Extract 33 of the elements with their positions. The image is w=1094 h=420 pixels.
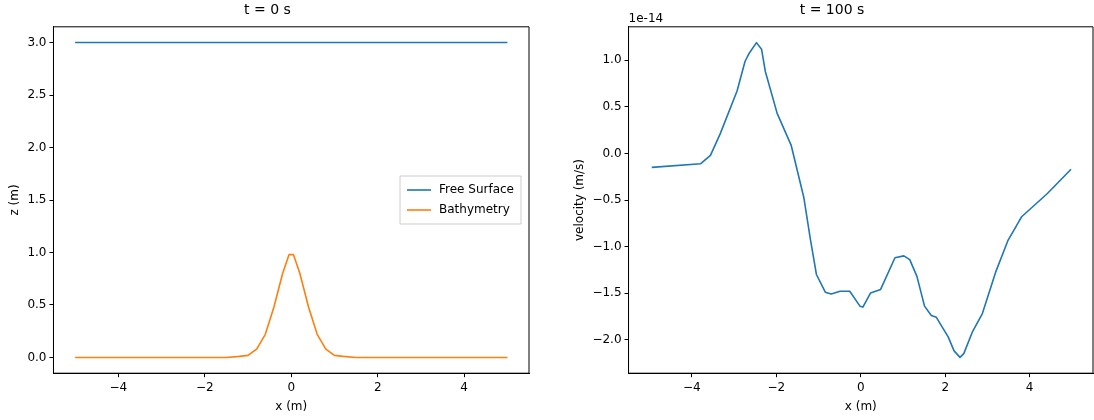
x-axis-title: x (m) <box>844 398 877 413</box>
text: 1e-14 <box>628 10 664 25</box>
y-tick-label: 2.5 <box>27 87 47 102</box>
y-tick-label: 0.0 <box>602 145 622 160</box>
x-tick-label: −2 <box>767 379 786 394</box>
y-tick-label: 0.5 <box>602 99 622 114</box>
x-tick-label: 0 <box>856 379 865 394</box>
y-tick-label: 1.0 <box>602 52 622 67</box>
y-axis-title: velocity (m/s) <box>572 158 587 242</box>
x-axis-title: x (m) <box>275 398 308 413</box>
x-tick-label: 2 <box>941 379 950 394</box>
x-tick-label: 0 <box>287 379 296 394</box>
y-tick-label: −1.0 <box>592 238 622 253</box>
y-tick-label: 3.0 <box>27 34 47 49</box>
y-tick-label: 1.5 <box>27 192 47 207</box>
x-tick-label: −4 <box>109 379 128 394</box>
legend-label: Bathymetry <box>439 202 510 217</box>
y-tick-label: 2.0 <box>27 139 47 154</box>
y-tick-label: 1.0 <box>27 244 47 259</box>
x-tick-label: 4 <box>1025 379 1034 394</box>
x-tick-label: −2 <box>195 379 214 394</box>
x-tick-label: 4 <box>460 379 468 394</box>
chart-title: t = 0 s <box>244 1 291 18</box>
y-axis-title: z (m) <box>7 184 22 216</box>
x-tick-label: −4 <box>683 379 701 394</box>
y-tick-label: 0.0 <box>27 349 47 364</box>
legend-label: Free Surface <box>439 182 515 197</box>
y-tick-label: −2.0 <box>592 331 622 346</box>
x-tick-label: 2 <box>373 379 382 394</box>
chart-title: t = 100 s <box>799 1 865 18</box>
y-tick-label: −1.5 <box>592 285 622 300</box>
y-tick-label: −0.5 <box>592 192 622 207</box>
y-tick-label: 0.5 <box>27 297 47 312</box>
